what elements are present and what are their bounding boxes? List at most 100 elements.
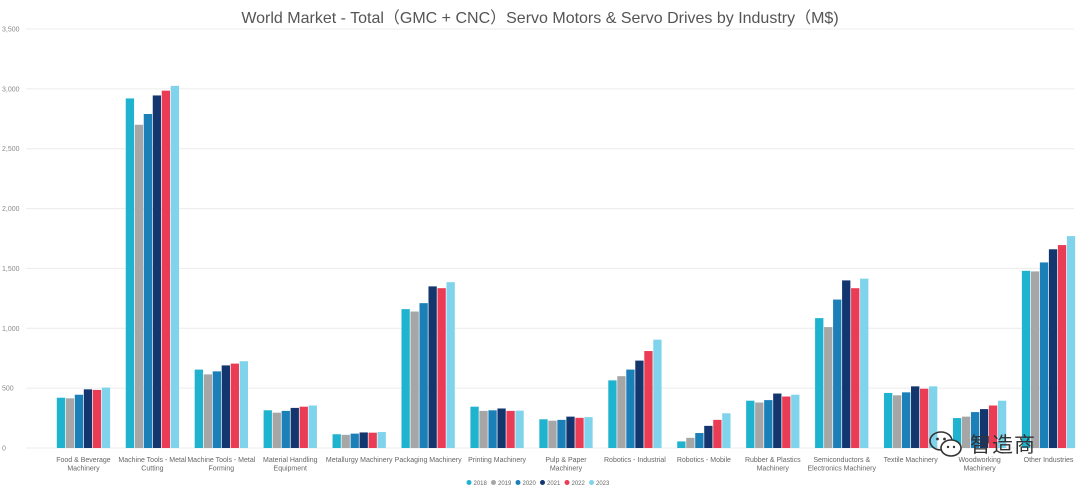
x-tick-label: Robotics - Industrial xyxy=(604,457,666,464)
bar xyxy=(746,400,755,448)
y-tick-label: 500 xyxy=(2,386,14,393)
legend-item[interactable]: 2019 xyxy=(491,480,512,487)
bar xyxy=(290,407,299,448)
x-tick-label-line: Forming xyxy=(208,466,234,473)
x-tick-label: Semiconductors & Electronics Machinery xyxy=(807,457,876,473)
bar xyxy=(332,434,341,448)
bar xyxy=(470,406,479,448)
bar xyxy=(539,419,548,448)
bar xyxy=(341,434,350,448)
bar xyxy=(677,441,686,448)
bar xyxy=(988,405,998,448)
bar xyxy=(428,286,437,448)
y-tick-label: 1,500 xyxy=(2,266,20,273)
bar xyxy=(773,393,782,448)
bar xyxy=(608,380,617,448)
bar xyxy=(272,412,281,448)
bar xyxy=(617,376,626,448)
bar xyxy=(1066,236,1076,448)
x-tick-label-line: Metallurgy Machinery xyxy=(326,457,393,464)
bar xyxy=(1057,245,1067,448)
watermark: 智造商 xyxy=(928,424,1036,464)
legend-label: 2023 xyxy=(596,481,610,487)
x-tick-label-line: Machinery xyxy=(963,466,996,473)
y-tick-label: 2,500 xyxy=(2,146,20,153)
y-tick-label: 3,000 xyxy=(2,86,20,93)
legend-item[interactable]: 2021 xyxy=(540,480,561,487)
x-tick-label: Food & Beverage Machinery xyxy=(56,457,111,473)
bar xyxy=(125,98,135,448)
y-tick-label: 3,500 xyxy=(2,27,20,34)
bar xyxy=(194,369,203,448)
x-tick-label-line: Machinery xyxy=(550,466,583,473)
bar xyxy=(842,280,851,448)
bar xyxy=(584,417,593,448)
bar xyxy=(755,402,764,448)
bar xyxy=(1021,270,1031,448)
x-tick-label-line: Semiconductors & xyxy=(813,457,870,464)
chart-title: World Market - Total（GMC + CNC）Servo Mot… xyxy=(241,10,839,27)
bar xyxy=(686,437,695,448)
bar xyxy=(557,419,566,448)
x-tick-label: Rubber & Plastics Machinery xyxy=(745,457,801,473)
bar xyxy=(377,432,386,448)
bar xyxy=(884,392,893,448)
x-tick-label: Textile Machinery xyxy=(884,457,939,464)
bar xyxy=(56,397,66,448)
bar xyxy=(401,309,410,448)
bar xyxy=(203,374,212,448)
bar xyxy=(893,395,902,448)
bar xyxy=(764,400,773,448)
bar xyxy=(359,432,368,448)
bar xyxy=(635,360,644,448)
bar xyxy=(74,394,84,448)
legend-swatch xyxy=(466,480,472,485)
legend-label: 2020 xyxy=(523,481,537,487)
bar xyxy=(161,90,171,448)
x-axis-labels: Food & Beverage Machinery Machine Tools - … xyxy=(56,457,1074,473)
bar xyxy=(368,432,377,448)
bar xyxy=(515,410,524,448)
bar xyxy=(170,85,180,448)
bar xyxy=(791,394,800,448)
x-tick-label-line: Machinery xyxy=(757,466,790,473)
bar xyxy=(101,387,111,448)
bar xyxy=(497,408,506,448)
bar xyxy=(152,95,162,448)
x-tick-label: Metallurgy Machinery xyxy=(326,457,393,464)
bar xyxy=(308,405,317,448)
x-tick-label: Material Handling Equipment xyxy=(263,457,318,473)
bar xyxy=(713,419,722,448)
legend-item[interactable]: 2018 xyxy=(466,480,488,487)
x-tick-label-line: Food & Beverage xyxy=(56,457,111,464)
x-tick-label: Machine Tools - Metal Forming xyxy=(187,457,255,473)
bar xyxy=(65,398,75,448)
bar xyxy=(626,369,635,448)
legend[interactable]: 2018 2019 2020 2021 2022 2023 xyxy=(466,480,611,487)
bar xyxy=(979,409,989,448)
bar xyxy=(263,410,272,448)
bar xyxy=(134,124,144,449)
bar xyxy=(970,412,980,448)
y-tick-label: 2,000 xyxy=(2,206,20,213)
bar xyxy=(548,420,557,448)
bar xyxy=(815,318,824,448)
x-tick-label-line: Robotics - Mobile xyxy=(677,457,731,464)
legend-item[interactable]: 2022 xyxy=(564,480,586,487)
bar xyxy=(997,400,1007,448)
x-tick-label: Packaging Machinery xyxy=(395,457,462,464)
bar xyxy=(653,339,662,448)
bar xyxy=(704,425,713,448)
bar xyxy=(350,433,359,448)
x-tick-label-line: Packaging Machinery xyxy=(395,457,462,464)
legend-item[interactable]: 2020 xyxy=(515,480,537,487)
x-tick-label-line: Rubber & Plastics xyxy=(745,457,801,464)
legend-item[interactable]: 2023 xyxy=(589,480,610,487)
bar xyxy=(479,410,488,448)
x-tick-label-line: Other Industries xyxy=(1024,457,1074,464)
bar xyxy=(911,386,920,448)
bar xyxy=(952,418,962,448)
legend-label: 2022 xyxy=(572,481,586,487)
gridlines xyxy=(26,28,1074,449)
bar xyxy=(143,113,153,449)
